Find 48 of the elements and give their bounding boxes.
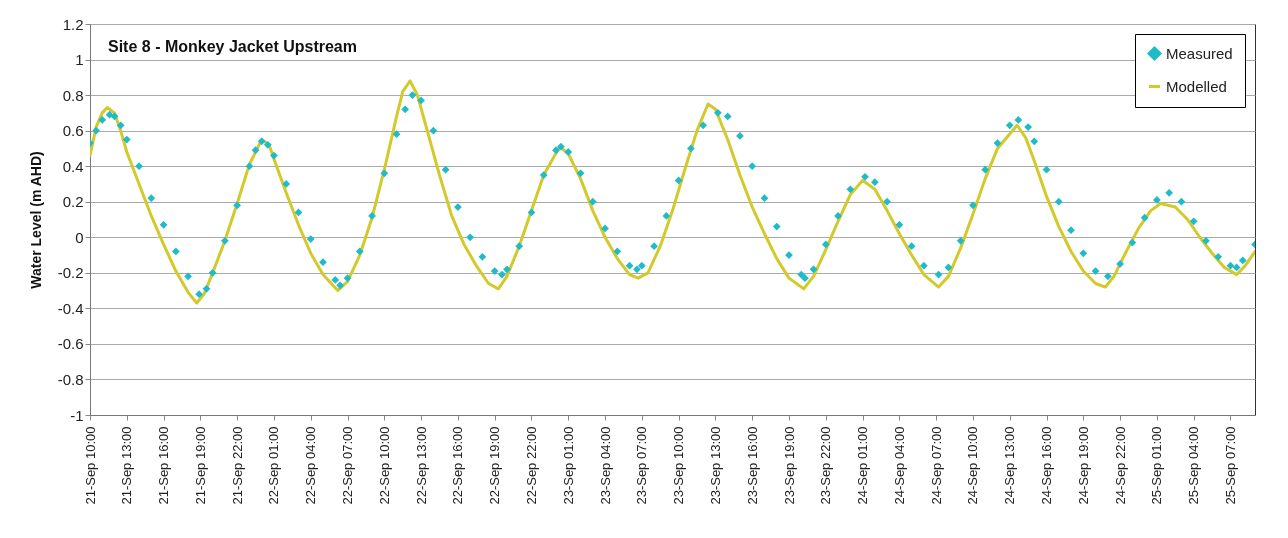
x-tick-label: 21-Sep 10:00 bbox=[82, 426, 98, 505]
y-tick-label: 0.4 bbox=[62, 157, 84, 175]
x-tick-label: 24-Sep 13:00 bbox=[1002, 426, 1018, 505]
y-tick-label: -0.2 bbox=[57, 264, 84, 282]
x-tick-label: 25-Sep 01:00 bbox=[1149, 426, 1165, 505]
x-tick-label: 22-Sep 10:00 bbox=[376, 426, 392, 505]
y-tick-label: 1.2 bbox=[62, 15, 84, 33]
x-tick-label: 24-Sep 16:00 bbox=[1039, 426, 1055, 505]
x-tick-label: 22-Sep 01:00 bbox=[266, 426, 282, 505]
legend-label: Measured bbox=[1166, 44, 1233, 62]
x-tick-label: 24-Sep 10:00 bbox=[965, 426, 981, 505]
x-tick-label: 25-Sep 07:00 bbox=[1222, 426, 1238, 505]
x-tick-label: 23-Sep 07:00 bbox=[634, 426, 650, 505]
x-tick-label: 23-Sep 10:00 bbox=[671, 426, 687, 505]
x-tick-label: 25-Sep 04:00 bbox=[1186, 426, 1202, 505]
y-tick-label: 0 bbox=[75, 228, 84, 246]
x-tick-label: 24-Sep 01:00 bbox=[855, 426, 871, 505]
y-tick-label: 0.6 bbox=[62, 122, 84, 140]
x-tick-label: 24-Sep 22:00 bbox=[1112, 426, 1128, 505]
x-tick-label: 22-Sep 04:00 bbox=[303, 426, 319, 505]
y-tick-label: 0.8 bbox=[62, 86, 84, 104]
x-tick-label: 21-Sep 16:00 bbox=[156, 426, 172, 505]
x-tick-label: 22-Sep 16:00 bbox=[450, 426, 466, 505]
x-tick-label: 24-Sep 04:00 bbox=[891, 426, 907, 505]
x-tick-label: 24-Sep 07:00 bbox=[928, 426, 944, 505]
y-axis-title: Water Level (m AHD) bbox=[27, 151, 44, 289]
x-tick-label: 21-Sep 19:00 bbox=[192, 426, 208, 505]
y-tick-label: -0.8 bbox=[57, 370, 84, 388]
y-tick-label: 1 bbox=[75, 51, 84, 69]
legend-label: Modelled bbox=[1166, 77, 1227, 95]
x-tick-label: 23-Sep 19:00 bbox=[781, 426, 797, 505]
x-tick-label: 22-Sep 22:00 bbox=[523, 426, 539, 505]
x-tick-label: 21-Sep 13:00 bbox=[119, 426, 135, 505]
x-tick-label: 23-Sep 22:00 bbox=[818, 426, 834, 505]
x-tick-label: 23-Sep 01:00 bbox=[560, 426, 576, 505]
x-tick-label: 22-Sep 19:00 bbox=[487, 426, 503, 505]
y-tick-label: -0.6 bbox=[57, 335, 84, 353]
x-tick-label: 23-Sep 13:00 bbox=[707, 426, 723, 505]
x-tick-label: 23-Sep 04:00 bbox=[597, 426, 613, 505]
y-tick-label: -0.4 bbox=[57, 299, 84, 317]
y-tick-label: 0.2 bbox=[62, 193, 84, 211]
text: Site 8 - Monkey Jacket Upstream bbox=[108, 38, 357, 55]
x-tick-label: 22-Sep 13:00 bbox=[413, 426, 429, 505]
y-tick-label: -1 bbox=[70, 406, 84, 424]
x-tick-label: 23-Sep 16:00 bbox=[744, 426, 760, 505]
x-tick-label: 21-Sep 22:00 bbox=[229, 426, 245, 505]
x-tick-label: 22-Sep 07:00 bbox=[340, 426, 356, 505]
x-tick-label: 24-Sep 19:00 bbox=[1075, 426, 1091, 505]
